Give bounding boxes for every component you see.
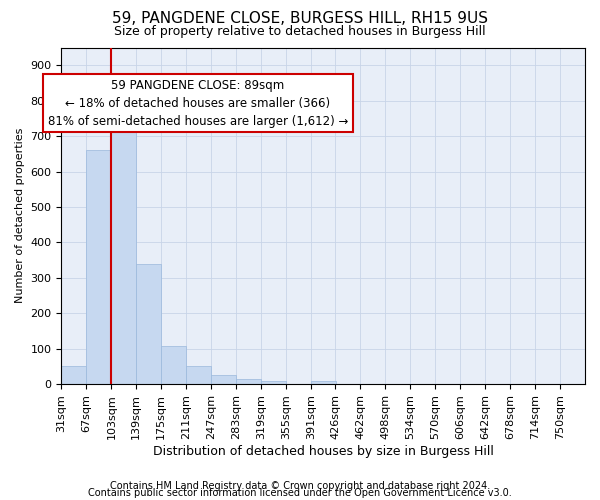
Text: Size of property relative to detached houses in Burgess Hill: Size of property relative to detached ho… bbox=[114, 25, 486, 38]
Text: 59, PANGDENE CLOSE, BURGESS HILL, RH15 9US: 59, PANGDENE CLOSE, BURGESS HILL, RH15 9… bbox=[112, 11, 488, 26]
Text: Contains public sector information licensed under the Open Government Licence v3: Contains public sector information licen… bbox=[88, 488, 512, 498]
Bar bbox=[136, 264, 161, 384]
Bar bbox=[112, 118, 136, 384]
Bar bbox=[261, 380, 286, 384]
Bar bbox=[311, 382, 336, 384]
Y-axis label: Number of detached properties: Number of detached properties bbox=[15, 128, 25, 304]
X-axis label: Distribution of detached houses by size in Burgess Hill: Distribution of detached houses by size … bbox=[153, 444, 494, 458]
Bar bbox=[161, 346, 186, 384]
Text: 59 PANGDENE CLOSE: 89sqm
← 18% of detached houses are smaller (366)
81% of semi-: 59 PANGDENE CLOSE: 89sqm ← 18% of detach… bbox=[48, 78, 348, 128]
Bar bbox=[186, 366, 211, 384]
Bar bbox=[61, 366, 86, 384]
Bar bbox=[86, 150, 112, 384]
Text: Contains HM Land Registry data © Crown copyright and database right 2024.: Contains HM Land Registry data © Crown c… bbox=[110, 481, 490, 491]
Bar bbox=[236, 380, 261, 384]
Bar bbox=[211, 375, 236, 384]
